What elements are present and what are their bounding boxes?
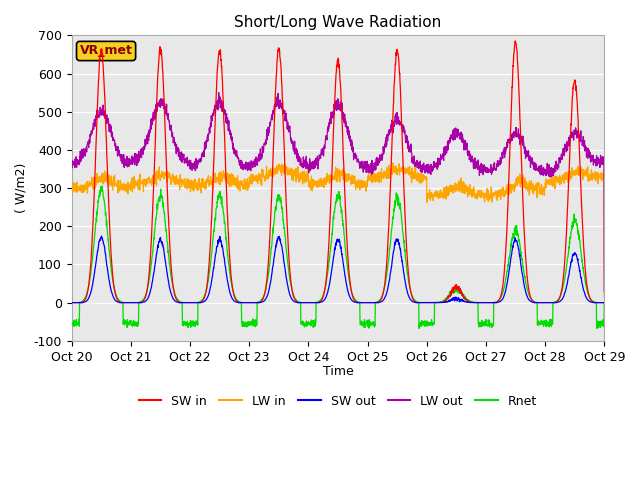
Title: Short/Long Wave Radiation: Short/Long Wave Radiation (234, 15, 442, 30)
Legend: SW in, LW in, SW out, LW out, Rnet: SW in, LW in, SW out, LW out, Rnet (134, 390, 542, 413)
Y-axis label: ( W/m2): ( W/m2) (15, 163, 28, 213)
Text: VR_met: VR_met (79, 45, 132, 58)
X-axis label: Time: Time (323, 365, 353, 378)
